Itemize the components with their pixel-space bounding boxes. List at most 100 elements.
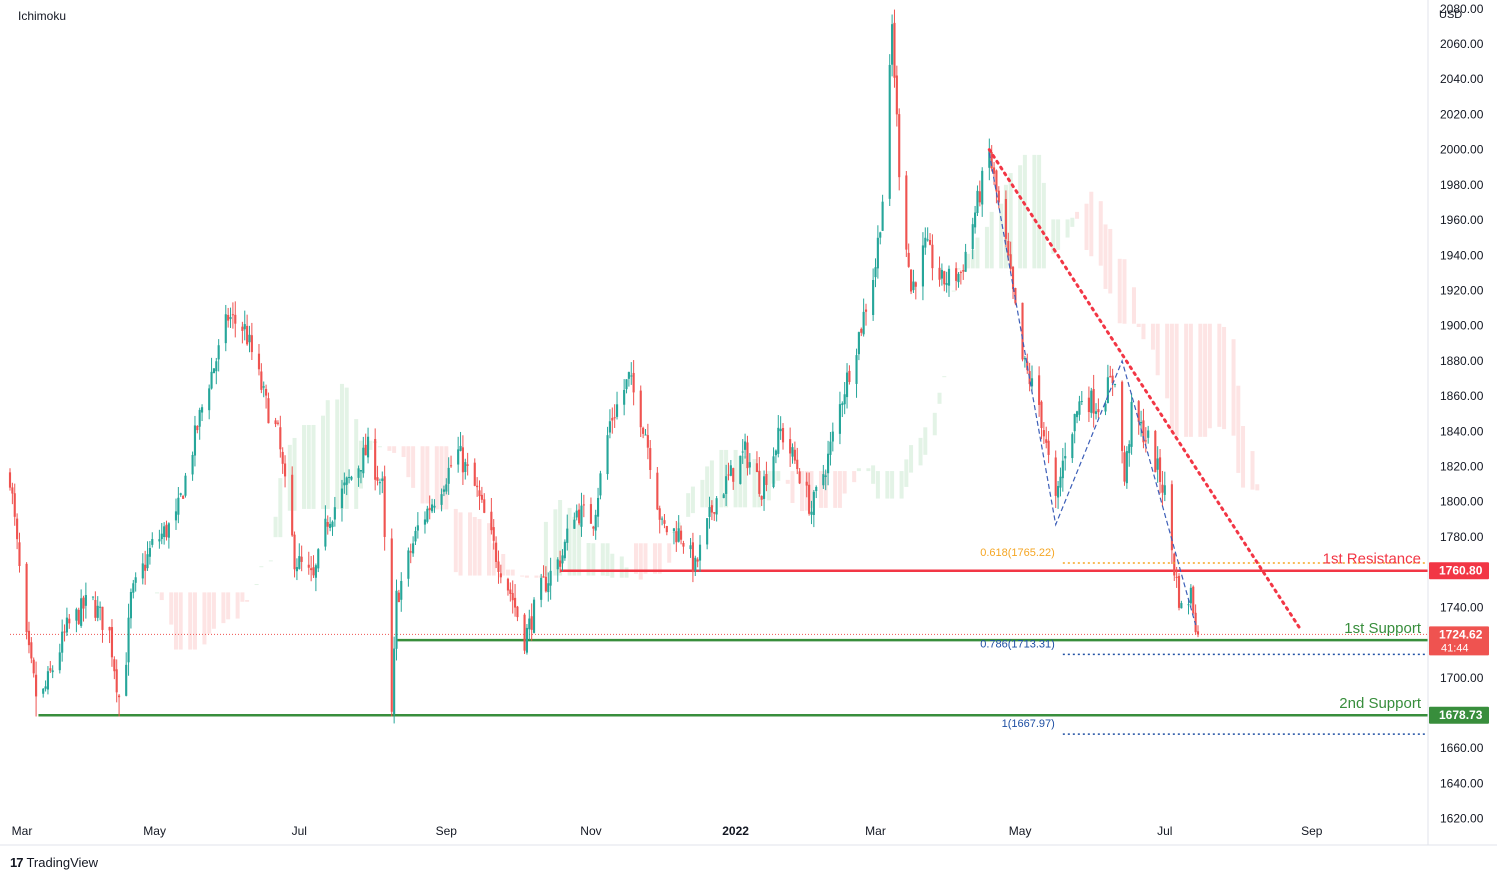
cloud-segment [866, 468, 871, 472]
candle-body [575, 510, 578, 518]
candle-body [525, 627, 528, 653]
candle-body [632, 372, 635, 393]
candle-body [35, 674, 38, 697]
candle-body [1125, 451, 1128, 484]
cloud-segment [690, 486, 695, 514]
y-tick-label: 2000.00 [1440, 143, 1484, 157]
candle-body [416, 525, 419, 531]
cloud-segment [1022, 154, 1027, 269]
candle-body [755, 463, 759, 472]
level-tag-bg [1429, 706, 1489, 724]
candle-body [931, 244, 934, 269]
cloud-segment [624, 567, 629, 578]
cloud-segment [790, 471, 795, 503]
candle-body [627, 372, 630, 379]
candle-body [914, 282, 917, 287]
cloud-segment [1065, 219, 1070, 238]
y-tick-label: 1620.00 [1440, 812, 1484, 826]
candle-body [243, 324, 246, 330]
candle-body [509, 589, 512, 594]
price-axis[interactable]: 1620.001640.001660.001680.001700.001720.… [1440, 2, 1484, 826]
candle-body [677, 528, 680, 542]
y-tick-label: 1900.00 [1440, 319, 1484, 333]
candle-body [96, 605, 99, 618]
candle-body [1042, 430, 1045, 437]
y-tick-label: 1800.00 [1440, 495, 1484, 509]
cloud-segment [501, 554, 506, 576]
tradingview-brand[interactable]: 17 TradingView [10, 855, 98, 870]
candle-body [1090, 390, 1093, 413]
candle-body [976, 190, 979, 213]
cloud-segment [700, 479, 705, 508]
candle-body [397, 592, 400, 602]
cloud-segment [368, 440, 373, 450]
cloud-segment [169, 592, 174, 625]
cloud-segment [354, 419, 359, 509]
candle-body [798, 471, 801, 484]
candle-body [478, 490, 481, 497]
candle-body [1189, 587, 1192, 604]
candle-body [381, 478, 384, 481]
candle-body [556, 559, 559, 570]
candle-body [461, 447, 464, 473]
cloud-segment [776, 471, 781, 481]
x-tick-label: May [1009, 824, 1032, 838]
cloud-segment [1236, 385, 1241, 473]
candle-body [160, 533, 163, 540]
candle-body [566, 528, 569, 543]
candle-body [1163, 485, 1166, 495]
candle-body [1177, 575, 1181, 608]
candle-body [874, 267, 877, 278]
candle-body [630, 375, 633, 377]
cloud-segment [1222, 326, 1227, 430]
indicator-label[interactable]: Ichimoku [18, 9, 67, 23]
cloud-segment [240, 592, 245, 602]
candle-body [815, 486, 818, 492]
cloud-segment [211, 592, 216, 629]
x-tick-label: Jul [1157, 824, 1172, 838]
candle-body [860, 328, 863, 333]
candle-body [428, 507, 431, 511]
candle-body [713, 512, 716, 514]
candle-body [11, 487, 14, 494]
cloud-segment [1117, 258, 1122, 324]
cloud-segment [1165, 323, 1170, 399]
candle-body [13, 493, 16, 517]
cloud-segment [159, 592, 164, 601]
candle-body [679, 530, 683, 540]
cloud-segment [226, 592, 231, 620]
trendline [987, 148, 1302, 630]
current-price-countdown: 41:44 [1441, 642, 1469, 654]
candle-body [457, 449, 460, 465]
candle-body [808, 484, 811, 514]
candle-body [182, 496, 185, 499]
candle-body [466, 464, 469, 466]
candle-body [1121, 381, 1124, 451]
candle-body [843, 394, 846, 405]
candle-body [1109, 376, 1112, 378]
cloud-segment [1255, 484, 1260, 491]
cloud-segment [1203, 323, 1208, 437]
candle-body [891, 24, 894, 65]
candle-body [274, 420, 277, 425]
candle-body [1137, 401, 1140, 422]
candle-body [1078, 401, 1081, 415]
cloud-segment [965, 253, 970, 269]
x-tick-label: Mar [865, 824, 886, 838]
candle-body [82, 597, 85, 609]
time-axis[interactable]: Mar May Jul Sep Nov 2022 Mar May Jul Sep [12, 824, 1323, 838]
cloud-segment [292, 437, 297, 511]
cloud-segment [202, 592, 207, 645]
current-price-tag-text: 1724.62 [1439, 627, 1483, 641]
candle-body [99, 606, 102, 608]
candle-body [596, 497, 600, 517]
candle-body [260, 371, 263, 390]
candle-body [779, 428, 782, 432]
candle-body [748, 462, 751, 468]
candle-body [1080, 400, 1083, 402]
candle-body [345, 477, 348, 485]
cloud-segment [207, 592, 212, 634]
candle-body [706, 518, 709, 545]
candle-body [606, 435, 609, 475]
